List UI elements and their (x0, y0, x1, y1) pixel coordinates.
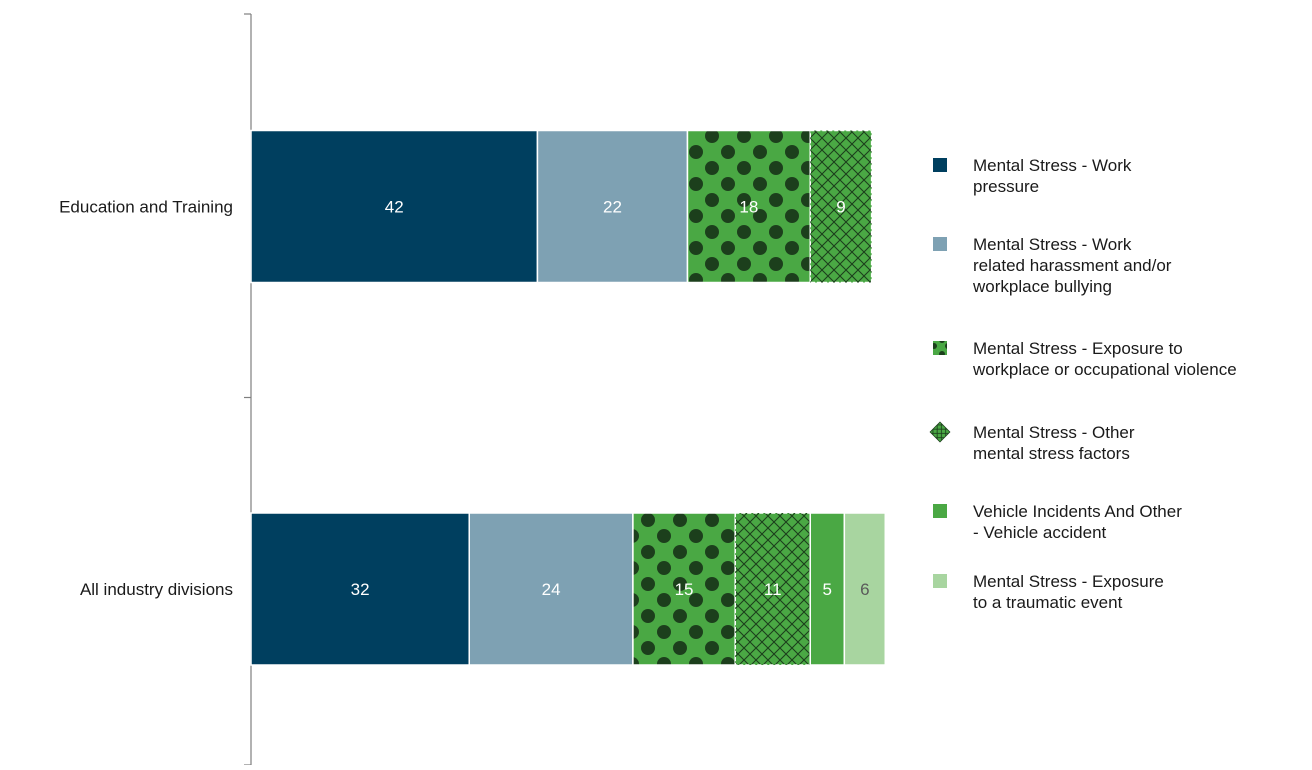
legend-label: Vehicle Incidents And Other (973, 502, 1182, 521)
data-label: 15 (675, 580, 694, 599)
legend-entry: Vehicle Incidents And Other - Vehicle acc… (933, 502, 1182, 542)
legend-swatch (933, 341, 947, 355)
bar-segment (536, 129, 689, 284)
category-axis: Education and Training All industry divis… (59, 13, 252, 766)
data-label: 6 (860, 580, 869, 599)
bar-group: 42 22 18 9 (250, 129, 873, 284)
legend-label: Mental Stress - Work (973, 156, 1132, 175)
data-label: 9 (836, 198, 845, 217)
legend-label: Mental Stress - Work (973, 235, 1132, 254)
legend-swatch (929, 421, 951, 443)
bar-segment (632, 512, 736, 666)
legend-swatch (933, 237, 947, 251)
bars: 42 22 18 9 32 24 15 11 5 6 (250, 129, 887, 666)
legend-swatch (933, 504, 947, 518)
legend-label: Mental Stress - Other (973, 423, 1135, 442)
legend-entry: Mental Stress - Work pressure (933, 156, 1132, 196)
category-label: All industry divisions (80, 580, 233, 599)
legend-label: to a traumatic event (973, 593, 1123, 612)
bar-segment (686, 129, 811, 284)
legend-entry: Mental Stress - Exposure to workplace or … (933, 339, 1237, 379)
legend-label: Mental Stress - Exposure (973, 572, 1164, 591)
legend-entry: Mental Stress - Work related harassment a… (933, 235, 1172, 296)
bar-segment (250, 512, 470, 666)
bar-segment (250, 129, 539, 284)
legend-label: related harassment and/or (973, 256, 1172, 275)
legend-label: workplace bullying (972, 277, 1112, 296)
legend-entry: Mental Stress - Other mental stress facto… (929, 421, 1135, 463)
legend-swatch (933, 158, 947, 172)
data-label: 22 (603, 198, 622, 217)
legend-swatch (933, 574, 947, 588)
bar-group: 32 24 15 11 5 6 (250, 512, 887, 666)
bar-segment (468, 512, 634, 666)
bar-segment (809, 512, 846, 666)
bar-segment (843, 512, 887, 666)
category-label: Education and Training (59, 198, 233, 217)
legend-label: pressure (973, 177, 1039, 196)
legend-label: workplace or occupational violence (972, 360, 1237, 379)
data-label: 42 (385, 198, 404, 217)
data-label: 11 (764, 580, 782, 599)
data-label: 24 (542, 580, 561, 599)
bar-segment (809, 129, 873, 284)
data-label: 32 (351, 580, 370, 599)
legend-label: mental stress factors (973, 444, 1130, 463)
legend-entry: Mental Stress - Exposure to a traumatic e… (933, 572, 1164, 612)
data-label: 5 (823, 580, 832, 599)
data-label: 18 (739, 198, 758, 217)
legend-label: - Vehicle accident (973, 523, 1107, 542)
legend-label: Mental Stress - Exposure to (973, 339, 1183, 358)
bar-segment (734, 512, 811, 666)
